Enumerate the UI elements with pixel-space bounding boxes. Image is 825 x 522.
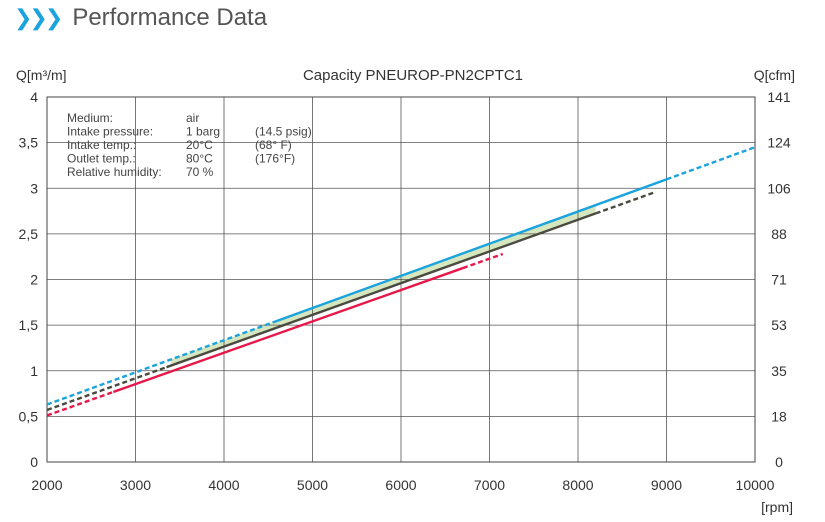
section-title: Performance Data bbox=[72, 4, 268, 31]
x-tick-label: 4000 bbox=[208, 477, 239, 493]
y-tick-label: 1 bbox=[30, 363, 38, 379]
series-line-dashed bbox=[46, 390, 114, 417]
condition-value: 70 % bbox=[186, 165, 214, 179]
y-right-tick-label: 106 bbox=[767, 180, 791, 196]
series-line-dashed bbox=[46, 366, 167, 412]
y-right-tick-label: 71 bbox=[771, 272, 787, 288]
x-tick-label: 8000 bbox=[562, 477, 593, 493]
series-line bbox=[112, 266, 464, 394]
condition-label: Intake temp.: bbox=[67, 138, 136, 152]
y-tick-label: 4 bbox=[30, 89, 38, 105]
x-tick-label: 9000 bbox=[651, 477, 682, 493]
series-line-dashed bbox=[462, 252, 504, 270]
x-axis-label: [rpm] bbox=[761, 499, 793, 515]
y-tick-label: 3 bbox=[30, 180, 38, 196]
y-tick-label: 2 bbox=[30, 272, 38, 288]
condition-label: Relative humidity: bbox=[67, 165, 162, 179]
condition-alt-value: (176°F) bbox=[255, 152, 295, 166]
condition-alt-value: (68° F) bbox=[255, 138, 292, 152]
y-right-tick-label: 124 bbox=[767, 135, 791, 151]
x-tick-label: 7000 bbox=[474, 477, 505, 493]
x-tick-label: 10000 bbox=[736, 477, 775, 493]
y-right-tick-label: 18 bbox=[771, 408, 787, 424]
x-tick-label: 5000 bbox=[297, 477, 328, 493]
y-right-tick-label: 88 bbox=[771, 226, 787, 242]
plot-frame bbox=[46, 96, 756, 463]
x-tick-label: 2000 bbox=[31, 477, 62, 493]
condition-value: 80°C bbox=[186, 152, 213, 166]
y-tick-label: 3,5 bbox=[19, 135, 39, 151]
y-right-tick-label: 53 bbox=[771, 317, 787, 333]
y-right-tick-label: 141 bbox=[767, 89, 791, 105]
y-right-tick-label: 35 bbox=[771, 363, 787, 379]
condition-value: 1 barg bbox=[186, 125, 220, 139]
chart-title: Capacity PNEUROP-PN2CPTC1 bbox=[303, 67, 523, 84]
series-line-dashed bbox=[595, 191, 654, 215]
y-tick-label: 2,5 bbox=[19, 226, 39, 242]
y-axis-right-label: Q[cfm] bbox=[754, 67, 795, 83]
y-axis-label: Q[m³/m] bbox=[16, 67, 67, 83]
x-tick-label: 3000 bbox=[120, 477, 151, 493]
series-line bbox=[166, 212, 597, 369]
y-tick-label: 1,5 bbox=[19, 317, 39, 333]
triple-chevron-right-icon: ❯❯❯ bbox=[14, 5, 63, 31]
condition-value: 20°C bbox=[186, 138, 213, 152]
series-line-dashed bbox=[666, 146, 756, 181]
series-line bbox=[276, 178, 667, 323]
series-line-dashed bbox=[46, 319, 278, 406]
condition-label: Outlet temp.: bbox=[67, 152, 136, 166]
y-tick-label: 0,5 bbox=[19, 408, 39, 424]
section-header: ❯❯❯ Performance Data bbox=[14, 2, 267, 34]
x-tick-label: 6000 bbox=[385, 477, 416, 493]
condition-value: air bbox=[186, 111, 199, 125]
condition-label: Medium: bbox=[67, 111, 113, 125]
condition-alt-value: (14.5 psig) bbox=[255, 125, 312, 139]
condition-label: Intake pressure: bbox=[67, 125, 153, 139]
y-tick-label: 0 bbox=[30, 454, 38, 470]
y-right-tick-label: 0 bbox=[775, 454, 783, 470]
